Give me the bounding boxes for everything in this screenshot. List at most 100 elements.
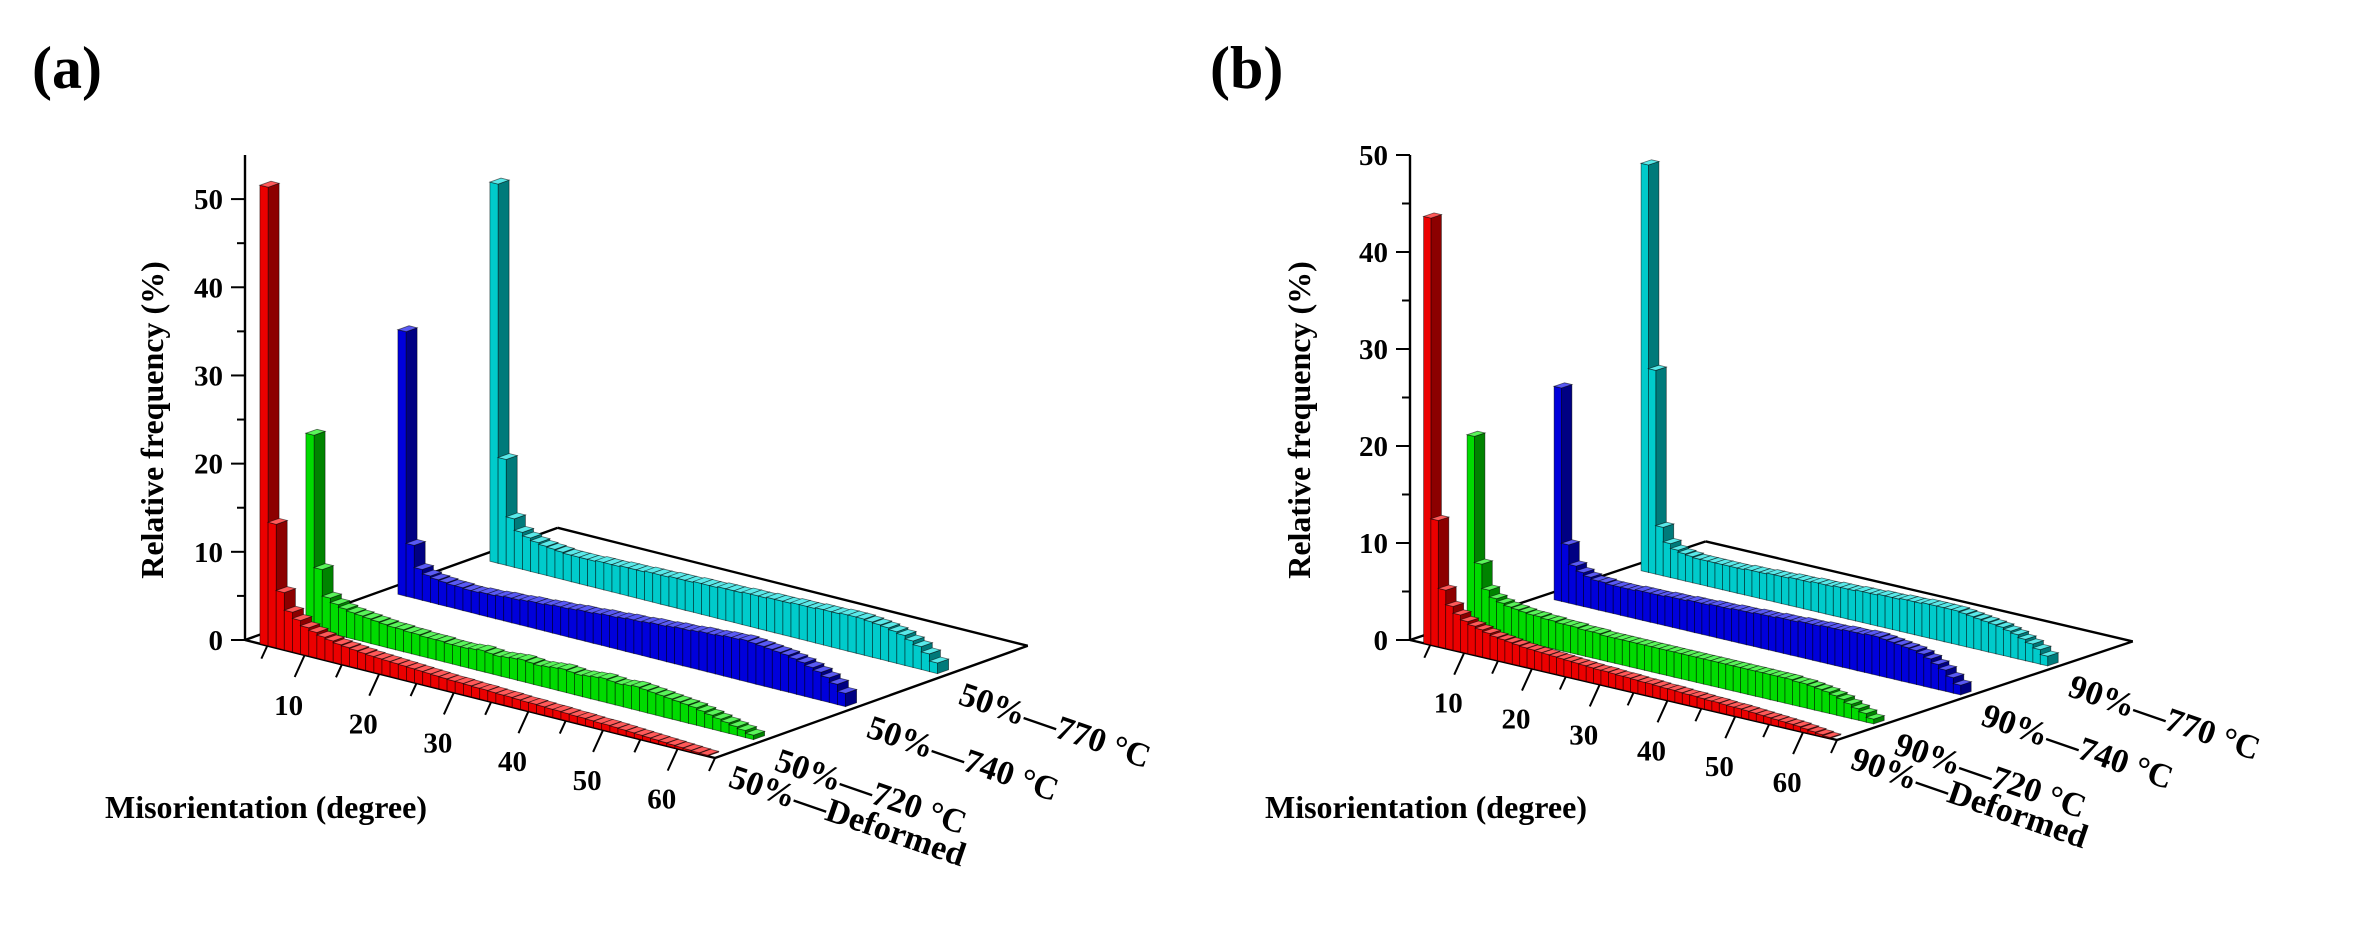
bar-top [787,652,810,660]
bar-top [353,609,376,617]
x-tick-label: 60 [1773,767,1802,799]
bar [1914,601,1923,638]
bar-top [524,656,547,664]
bar-top [1951,679,1973,686]
bar-top [670,695,693,703]
bar-top [770,645,793,653]
bar-top [394,623,416,631]
bar-top [1885,636,1907,643]
bar-top [762,642,785,650]
bar [1773,574,1782,605]
bar-top [434,635,457,643]
bar [373,656,383,675]
bar [1708,603,1718,639]
bar [1467,623,1476,656]
x-axis-title: Misorientation (degree) [1265,789,1587,825]
bar [828,681,838,706]
bar-top [2001,625,2023,632]
bar [617,616,627,653]
bar [1762,672,1771,701]
bar [1906,599,1915,636]
bar [411,632,421,657]
bar [308,629,318,659]
bar-top [323,634,346,642]
bar [1672,596,1681,630]
x-tick [666,748,679,772]
bar [1629,640,1638,670]
bar [1908,648,1917,686]
bar-top [1695,693,1717,700]
bar [454,585,464,612]
bar [421,573,431,603]
bar [470,590,480,616]
bar [1834,628,1843,668]
bar [2010,632,2019,660]
series-3 [488,177,950,675]
bar-top [1540,649,1562,656]
x-minor-tick [708,757,716,772]
bar [427,637,437,661]
bar-top [2031,643,2053,651]
bar-top [478,683,501,691]
bar [451,644,462,667]
bar-top [630,680,652,688]
bar-top [887,625,910,633]
bar-top [299,621,322,629]
bar [1755,670,1764,699]
bar [896,632,906,667]
bar [614,682,624,708]
bar [1893,642,1902,682]
bar-top [361,612,384,620]
bar [598,676,608,704]
y-tick-label: 30 [1359,334,1388,366]
y-tick-label: 20 [194,449,223,481]
bar-top [521,531,544,539]
bar-top [315,630,338,638]
bar [674,626,684,667]
bar-top [364,650,387,657]
bar [389,661,399,680]
bar-top [545,542,568,550]
bar-top [1850,703,1871,710]
bar [1797,620,1806,660]
bar-top [1532,611,1553,618]
x-minor-tick [633,738,642,753]
bar-top [1740,705,1761,712]
bar [1862,591,1871,625]
bar [1679,598,1688,632]
bar-top [1569,621,1590,628]
y-tick-label: 10 [1359,528,1388,560]
bar [403,630,413,655]
bar-top [1805,681,1827,688]
bar [1812,623,1821,663]
bar [636,569,645,601]
bar-top [266,517,289,525]
bar-top [1907,644,1929,652]
bar [1725,663,1734,692]
bar-top [1473,624,1495,631]
bar [847,614,857,654]
series-2 [1552,382,1973,696]
bar [489,181,499,564]
bar [1842,628,1851,670]
bar [397,663,407,682]
x-tick-label: 10 [274,690,303,722]
bar [1856,632,1865,673]
bar-top [1555,653,1576,660]
bar [1901,645,1910,684]
bar [1722,563,1731,593]
bar [422,671,432,688]
bar-top [1582,571,1603,578]
bar [780,652,789,693]
bar [839,612,849,652]
bar-top [1827,690,1849,697]
x-tick [517,710,530,734]
bar-top [1509,604,1531,611]
floor-right-edge [1836,640,2134,742]
y-tick-label: 40 [1359,237,1388,269]
bar-top [1769,714,1791,721]
bar-top [1651,680,1673,687]
bar-top [1673,686,1695,694]
bar [647,690,657,716]
bar-top [1459,615,1480,623]
